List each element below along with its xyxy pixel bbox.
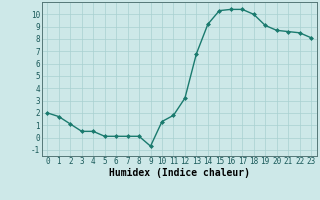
X-axis label: Humidex (Indice chaleur): Humidex (Indice chaleur) bbox=[109, 168, 250, 178]
